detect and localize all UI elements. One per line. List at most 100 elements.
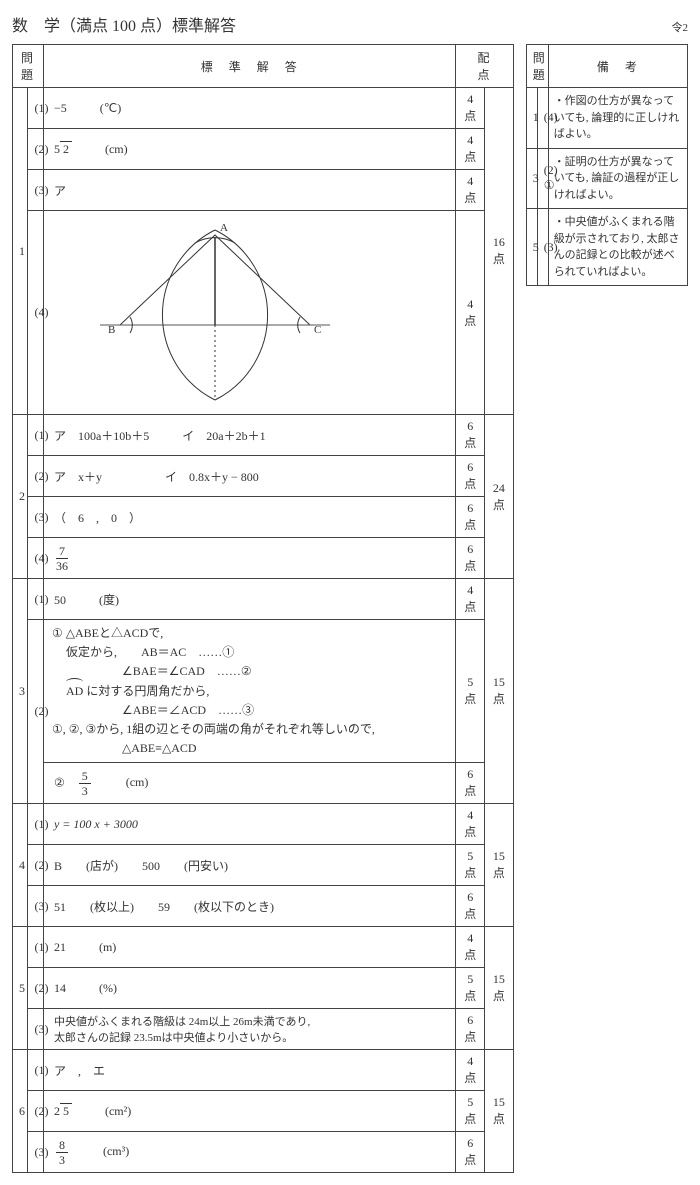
answer-cell: 中央値がふくまれる階級は 24m以上 26m未満であり, 太郎さんの記録 23.… [43, 1009, 455, 1050]
answer-unit: (℃) [100, 101, 121, 115]
answer-cell: 5 2 (cm) [43, 129, 455, 170]
hdr-question: 問 題 [13, 45, 44, 88]
q-num: 4 [13, 804, 28, 927]
points: 6点 [456, 456, 485, 497]
answer-part-b: イ 0.8x＋y − 800 [165, 470, 259, 484]
content-wrap: 問 題 標 準 解 答 配 点 1 (1) −5 (℃) 4点 16点 (2) … [12, 44, 688, 1173]
answer-table: 問 題 標 準 解 答 配 点 1 (1) −5 (℃) 4点 16点 (2) … [12, 44, 514, 1173]
answer-part-a: ア x＋y [54, 470, 102, 484]
q-num: 6 [13, 1050, 28, 1173]
points: 6点 [456, 415, 485, 456]
circ-2: ② [54, 775, 65, 789]
table-row: (2) 2 5 (cm²) 5点 [13, 1091, 514, 1132]
points: 6点 [456, 1132, 485, 1173]
sub-num: (1) [28, 415, 43, 456]
table-row: 2 (1) ア 100a＋10b＋5 イ 20a＋2b＋1 6点 24点 [13, 415, 514, 456]
points: 4点 [456, 927, 485, 968]
sub-num: (3) [28, 170, 43, 211]
label-b: B [108, 324, 115, 336]
title-text: 数 学（満点 100 点）標準解答 [12, 12, 236, 36]
total-points: 24点 [485, 415, 514, 579]
sub-num: (4) [28, 538, 43, 579]
table-row: (3) ア 4点 [13, 170, 514, 211]
hdr-answer: 標 準 解 答 [43, 45, 455, 88]
total-points: 15点 [485, 579, 514, 804]
table-row: (2) B (店が) 500 (円安い) 5点 [13, 845, 514, 886]
sub-num: (2) [28, 129, 43, 170]
points: 4点 [456, 129, 485, 170]
proof-line: △ABEと△ACDで, [66, 626, 164, 640]
hdr-notes: 備 考 [548, 45, 687, 88]
sub-num: (1) [28, 88, 43, 129]
table-row: (3) （ 6 , 0 ） 6点 [13, 497, 514, 538]
note-text: ・証明の仕方が異なっていても, 論証の過程が正しければよい。 [548, 148, 687, 209]
answer-line: 中央値がふくまれる階級は 24m以上 26m未満であり, [54, 1016, 310, 1028]
points: 5点 [456, 1091, 485, 1132]
q-num: 2 [13, 415, 28, 579]
proof-line: △ABE≡△ACD [122, 741, 197, 755]
total-points: 15点 [485, 1050, 514, 1173]
circ-1: ① [52, 626, 63, 640]
answer-value: 5 2 [54, 142, 72, 156]
note-text: ・中央値がふくまれる階級が示されており, 太郎さんの記録との比較が述べられていれ… [548, 209, 687, 286]
sub-num: (3) [28, 1009, 43, 1050]
points: 4点 [456, 804, 485, 845]
answer-unit: (度) [99, 593, 119, 607]
fraction: 7 36 [56, 545, 68, 572]
answer-cell: 21 (m) [43, 927, 455, 968]
answer-cell: 8 3 (cm³) [43, 1132, 455, 1173]
notes-table: 問題 備 考 1 (4) ・作図の仕方が異なっていても, 論理的に正しければよい… [526, 44, 688, 286]
note-q: 3 [526, 148, 537, 209]
proof-line: 仮定から, AB＝AC ……① [66, 645, 234, 659]
table-row: 6 (1) ア , エ 4点 15点 [13, 1050, 514, 1091]
answer-value: y = 100 x + 3000 [54, 817, 138, 831]
table-row: 1 (1) −5 (℃) 4点 16点 [13, 88, 514, 129]
answer-cell: ② 5 3 (cm) [43, 763, 455, 804]
table-row: 4 (1) y = 100 x + 3000 4点 15点 [13, 804, 514, 845]
q-num: 3 [13, 579, 28, 804]
total-points: 16点 [485, 88, 514, 415]
points: 4点 [456, 88, 485, 129]
fraction: 5 3 [79, 770, 91, 797]
geometry-figure: A B C [43, 211, 455, 415]
sub-num: (1) [28, 1050, 43, 1091]
points: 4点 [456, 579, 485, 620]
sub-num: (1) [28, 927, 43, 968]
table-row: 3 (2) ① ・証明の仕方が異なっていても, 論証の過程が正しければよい。 [526, 148, 687, 209]
points: 6点 [456, 763, 485, 804]
sub-num: (3) [28, 886, 43, 927]
table-row: 3 (1) 50 (度) 4点 15点 [13, 579, 514, 620]
table-row: 5 (3) ・中央値がふくまれる階級が示されており, 太郎さんの記録との比較が述… [526, 209, 687, 286]
note-sub: (4) [537, 88, 548, 149]
hdr-points: 配 点 [456, 45, 513, 88]
points: 5点 [456, 620, 485, 763]
sub-num: (2) [28, 1091, 43, 1132]
table-row: (4) 7 36 6点 [13, 538, 514, 579]
answer-cell: 50 (度) [43, 579, 455, 620]
proof-cell: ① △ABEと△ACDで, 仮定から, AB＝AC ……① ∠BAE＝∠CAD … [43, 620, 455, 763]
sub-num: (2) [28, 620, 43, 804]
answer-unit: (%) [99, 981, 117, 995]
table-row: (2) ① △ABEと△ACDで, 仮定から, AB＝AC ……① ∠BAE＝∠… [13, 620, 514, 763]
answer-cell: （ 6 , 0 ） [43, 497, 455, 538]
points: 6点 [456, 497, 485, 538]
total-points: 15点 [485, 927, 514, 1050]
answer-cell: ア 100a＋10b＋5 イ 20a＋2b＋1 [43, 415, 455, 456]
answer-cell: ア [43, 170, 455, 211]
answer-value: −5 [54, 101, 67, 115]
sub-num: (2) [28, 456, 43, 497]
q-num: 5 [13, 927, 28, 1050]
answer-unit: (cm) [105, 142, 128, 156]
points: 4点 [456, 170, 485, 211]
table-row: (2) 5 2 (cm) 4点 [13, 129, 514, 170]
table-row: (4) [13, 211, 514, 415]
hdr-q: 問題 [526, 45, 548, 88]
answer-unit: (m) [99, 940, 116, 954]
sub-num: (3) [28, 1132, 43, 1173]
table-row: 5 (1) 21 (m) 4点 15点 [13, 927, 514, 968]
sub-num: (3) [28, 497, 43, 538]
q-num: 1 [13, 88, 28, 415]
construction-svg: A B C [50, 215, 390, 410]
answer-cell: B (店が) 500 (円安い) [43, 845, 455, 886]
answer-value: 2 5 [54, 1104, 72, 1118]
